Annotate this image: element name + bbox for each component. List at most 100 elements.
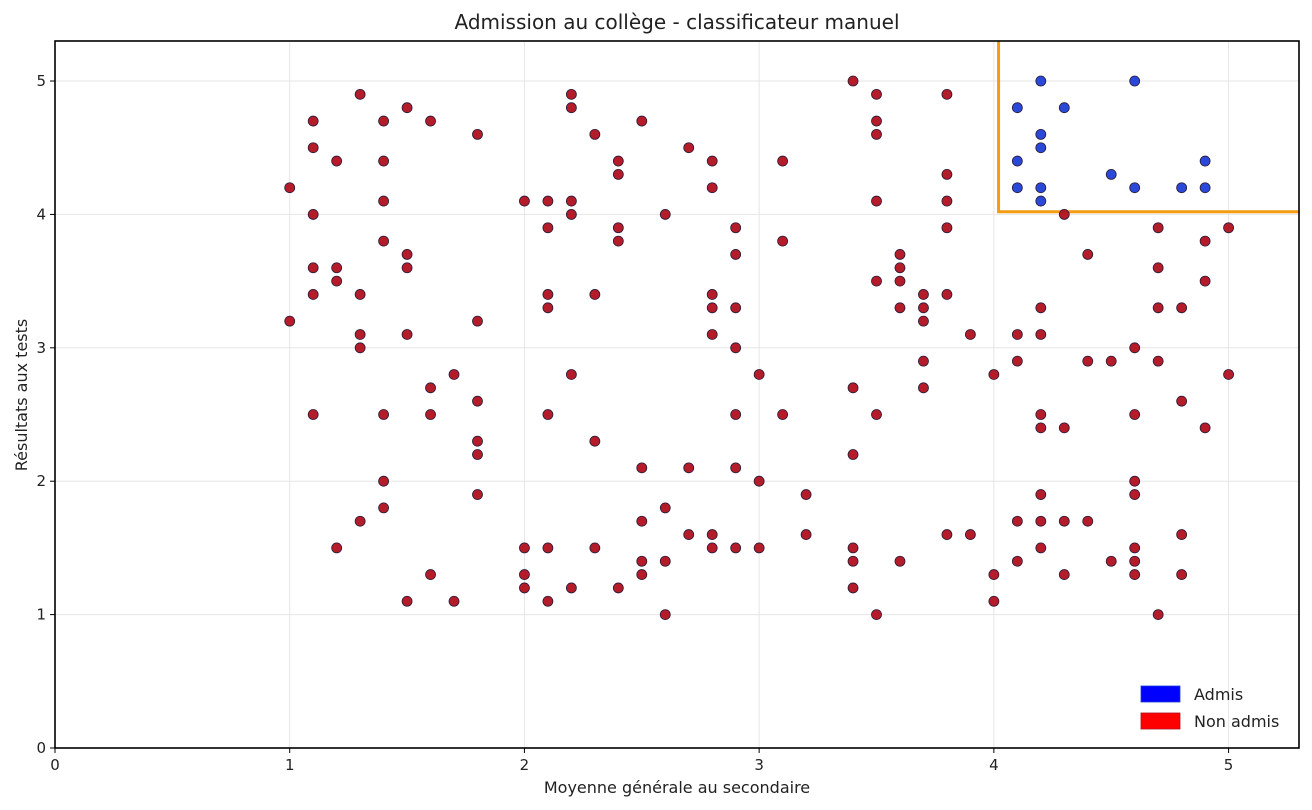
data-point xyxy=(894,262,906,274)
data-point xyxy=(1176,302,1188,314)
data-point xyxy=(425,115,436,127)
data-point xyxy=(1011,182,1023,194)
data-point xyxy=(847,75,859,87)
data-point xyxy=(1223,369,1234,380)
data-point xyxy=(401,249,413,260)
data-point xyxy=(612,235,624,247)
legend-swatch xyxy=(1140,685,1181,703)
data-point xyxy=(659,609,671,621)
data-point xyxy=(1105,355,1117,367)
data-point xyxy=(1129,542,1141,554)
data-point xyxy=(988,595,1000,607)
data-point xyxy=(378,195,390,207)
legend-label: Admis xyxy=(1194,685,1243,704)
data-point xyxy=(683,462,695,474)
data-point xyxy=(1011,329,1023,340)
data-point xyxy=(307,289,319,300)
data-point xyxy=(1129,409,1141,420)
data-point xyxy=(1152,262,1164,274)
data-point xyxy=(730,542,742,554)
data-point xyxy=(1199,235,1211,247)
data-point xyxy=(1129,342,1141,354)
data-point xyxy=(378,155,390,167)
data-point xyxy=(425,382,436,394)
data-point xyxy=(1011,515,1023,527)
data-point xyxy=(565,102,577,114)
data-point xyxy=(425,569,436,580)
data-point xyxy=(636,569,648,580)
data-point xyxy=(1176,529,1188,540)
data-point xyxy=(1035,329,1047,340)
data-point xyxy=(1152,222,1164,234)
data-point xyxy=(1129,475,1141,487)
data-point xyxy=(1058,209,1070,220)
data-point xyxy=(730,249,742,260)
data-point xyxy=(472,128,483,140)
data-point xyxy=(542,542,554,554)
data-point xyxy=(871,195,882,207)
data-point xyxy=(612,155,624,167)
data-point xyxy=(542,595,554,607)
data-point xyxy=(706,302,718,314)
data-point xyxy=(730,462,742,474)
data-point xyxy=(472,395,483,407)
data-point xyxy=(519,569,530,580)
data-point xyxy=(871,128,882,140)
data-point xyxy=(307,262,319,274)
data-point xyxy=(1035,302,1047,314)
data-point xyxy=(988,369,1000,380)
data-point xyxy=(519,582,530,594)
data-point xyxy=(565,582,577,594)
data-point xyxy=(871,609,882,621)
x-tick-label: 2 xyxy=(520,756,530,774)
data-point xyxy=(589,435,601,447)
data-point xyxy=(448,369,460,380)
data-point xyxy=(612,222,624,234)
data-point xyxy=(1035,75,1047,87)
data-point xyxy=(941,195,953,207)
data-point xyxy=(941,222,953,234)
data-point xyxy=(1199,422,1211,434)
x-axis-ticks: 0 1 2 3 4 5 xyxy=(50,748,1233,774)
data-point xyxy=(472,315,483,327)
data-point xyxy=(1082,355,1094,367)
data-point xyxy=(659,555,671,567)
data-point xyxy=(425,409,436,420)
decision-boundary-line xyxy=(997,41,1299,214)
data-point xyxy=(1176,182,1188,194)
data-point xyxy=(730,409,742,420)
data-point xyxy=(1011,355,1023,367)
data-point xyxy=(1199,155,1211,167)
data-point xyxy=(683,142,695,154)
data-point xyxy=(753,475,765,487)
x-tick-label: 0 xyxy=(50,756,60,774)
data-point xyxy=(941,168,953,180)
data-point xyxy=(730,302,742,314)
data-point xyxy=(565,209,577,220)
data-point xyxy=(354,515,366,527)
plot-frame xyxy=(54,40,1300,749)
data-point xyxy=(941,289,953,300)
data-point xyxy=(1058,422,1070,434)
data-point xyxy=(1035,182,1047,194)
legend: Admis Non admis xyxy=(1140,685,1279,731)
data-point xyxy=(1058,102,1070,114)
data-point xyxy=(307,142,319,154)
data-point xyxy=(1129,75,1141,87)
data-point xyxy=(331,155,343,167)
data-point xyxy=(1082,515,1094,527)
x-tick-label: 1 xyxy=(285,756,295,774)
data-point xyxy=(1129,569,1141,580)
data-point xyxy=(659,209,671,220)
data-point xyxy=(401,595,413,607)
data-point xyxy=(636,515,648,527)
data-point xyxy=(284,182,296,194)
data-point xyxy=(941,529,953,540)
y-tick-label: 3 xyxy=(36,339,46,357)
data-point xyxy=(777,235,789,247)
data-point xyxy=(1058,569,1070,580)
y-tick-label: 1 xyxy=(36,606,46,624)
data-point xyxy=(542,302,554,314)
data-point xyxy=(706,289,718,300)
